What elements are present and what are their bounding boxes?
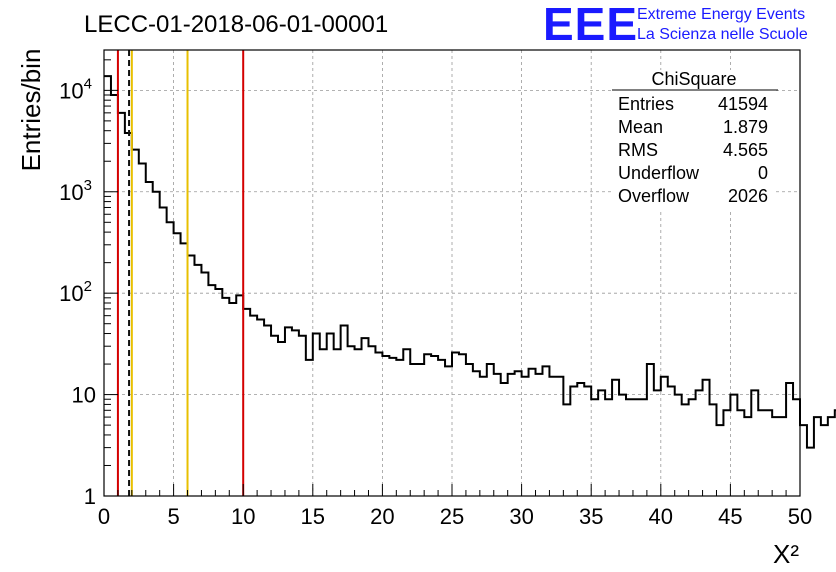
y-axis-ticks: 1 10 102 103 104 [59, 59, 118, 509]
stats-box-background [612, 70, 776, 210]
x-tick-label: 30 [509, 504, 533, 529]
y-axis-label: Entries/bin [16, 49, 46, 172]
x-axis-label: X² [773, 539, 799, 569]
x-tick-label: 50 [788, 504, 812, 529]
stats-overflow-label: Overflow [618, 186, 690, 206]
eee-logo-line2: La Scienza nelle Scuole [637, 26, 808, 43]
eee-logo-line1: Extreme Energy Events [637, 6, 805, 23]
stats-rms-label: RMS [618, 140, 658, 160]
stats-mean-label: Mean [618, 117, 663, 137]
y-tick-label: 10 [72, 383, 96, 408]
y-tick-label: 1 [84, 484, 96, 509]
stats-entries-value: 41594 [718, 94, 768, 114]
x-tick-label: 15 [301, 504, 325, 529]
vertical-marker-lines [116, 50, 245, 496]
y-tick-label: 102 [59, 278, 92, 306]
x-tick-label: 20 [370, 504, 394, 529]
x-tick-label: 0 [98, 504, 110, 529]
stats-rms-value: 4.565 [723, 140, 768, 160]
y-tick-label: 104 [59, 75, 92, 103]
stats-entries-label: Entries [618, 94, 674, 114]
x-tick-label: 25 [440, 504, 464, 529]
stats-underflow-value: 0 [758, 163, 768, 183]
eee-logo: EEE Extreme Energy Events La Scienza nel… [543, 0, 808, 50]
chart-title: LECC-01-2018-06-01-00001 [84, 11, 388, 38]
x-tick-label: 5 [167, 504, 179, 529]
histogram-outline [104, 75, 836, 449]
eee-logo-letters: EEE [543, 0, 638, 50]
histogram-series [104, 75, 836, 449]
stats-header: ChiSquare [651, 69, 736, 89]
y-tick-label: 103 [59, 177, 92, 205]
stats-mean-value: 1.879 [723, 117, 768, 137]
x-tick-label: 10 [231, 504, 255, 529]
x-tick-label: 45 [718, 504, 742, 529]
stats-box: ChiSquare Entries 41594 Mean 1.879 RMS 4… [612, 69, 778, 210]
stats-overflow-value: 2026 [728, 186, 768, 206]
x-tick-label: 40 [649, 504, 673, 529]
stats-underflow-label: Underflow [618, 163, 700, 183]
x-axis-ticks: 0 5 10 15 20 25 30 35 40 45 50 [98, 484, 812, 529]
x-tick-label: 35 [579, 504, 603, 529]
